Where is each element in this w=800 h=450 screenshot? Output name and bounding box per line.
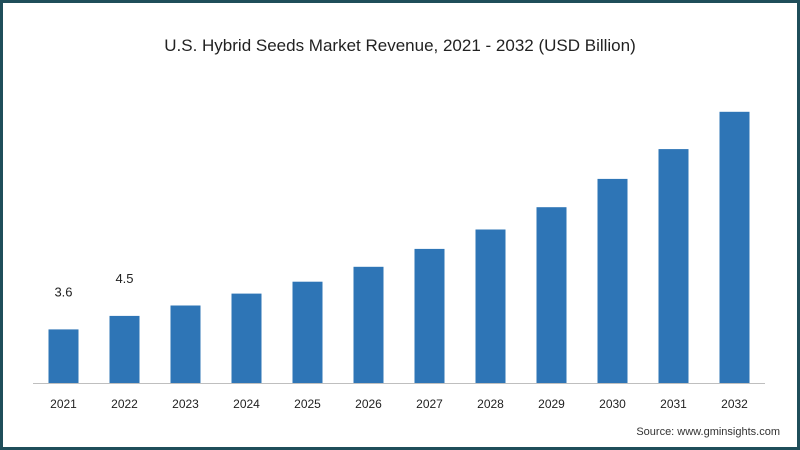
bars-group — [48, 111, 750, 384]
bar-2029 — [536, 207, 567, 383]
x-tick-label: 2027 — [416, 397, 443, 411]
value-labels: 3.6 4.5 — [54, 271, 133, 300]
x-tick-label: 2029 — [538, 397, 565, 411]
bar-2023 — [170, 305, 201, 383]
x-tick-label: 2024 — [233, 397, 260, 411]
bar-2026 — [353, 266, 384, 383]
x-tick-label: 2031 — [660, 397, 687, 411]
bar-2031 — [658, 149, 689, 383]
x-tick-label: 2028 — [477, 397, 504, 411]
chart-title: U.S. Hybrid Seeds Market Revenue, 2021 -… — [164, 36, 636, 55]
bar-2022 — [109, 315, 140, 383]
x-tick-label: 2022 — [111, 397, 138, 411]
bar-2030 — [597, 178, 628, 383]
x-tick-label: 2023 — [172, 397, 199, 411]
bar-2024 — [231, 293, 262, 383]
x-tick-label: 2026 — [355, 397, 382, 411]
x-tick-labels: 2021 2022 2023 2024 2025 2026 2027 2028 2029 2030… — [50, 397, 748, 411]
value-label: 3.6 — [54, 284, 72, 299]
source-note: Source: www.gminsights.com — [636, 426, 780, 438]
bar-2032 — [719, 111, 750, 384]
value-label: 4.5 — [115, 271, 133, 286]
x-tick-label: 2021 — [50, 397, 77, 411]
bar-2025 — [292, 281, 323, 383]
bar-2027 — [414, 248, 445, 383]
bar-2021 — [48, 329, 79, 383]
x-tick-label: 2032 — [721, 397, 748, 411]
x-tick-label: 2025 — [294, 397, 321, 411]
bar-2028 — [475, 229, 506, 383]
x-tick-label: 2030 — [599, 397, 626, 411]
